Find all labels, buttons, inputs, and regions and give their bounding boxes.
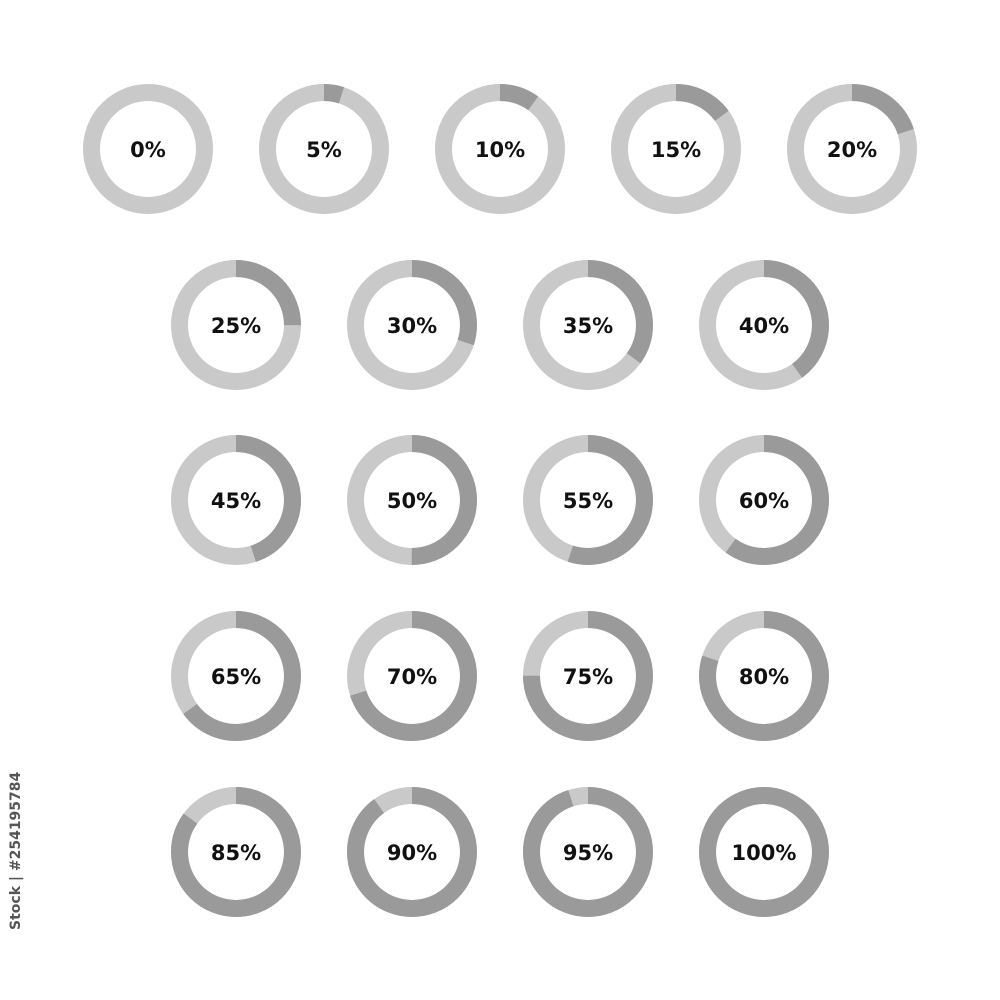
ring-progress-arc <box>259 84 389 214</box>
ring-percent-label: 80% <box>739 665 789 689</box>
progress-ring: 50% <box>347 435 477 565</box>
ring-progress-arc <box>171 260 301 390</box>
ring-progress-arc <box>523 435 653 565</box>
ring-progress-arc <box>699 260 829 390</box>
progress-ring: 35% <box>523 260 653 390</box>
progress-ring: 40% <box>699 260 829 390</box>
ring-percent-label: 65% <box>211 665 261 689</box>
progress-ring: 65% <box>171 611 301 741</box>
ring-percent-label: 5% <box>306 138 342 162</box>
ring-percent-label: 60% <box>739 489 789 513</box>
ring-progress-arc <box>523 611 653 741</box>
ring-progress-arc <box>347 611 477 741</box>
ring-progress-arc <box>523 787 653 917</box>
progress-ring: 55% <box>523 435 653 565</box>
ring-percent-label: 15% <box>651 138 701 162</box>
progress-ring: 70% <box>347 611 477 741</box>
ring-progress-arc <box>347 787 477 917</box>
ring-progress-arc <box>347 435 477 565</box>
ring-progress-arc <box>523 260 653 390</box>
progress-ring: 45% <box>171 435 301 565</box>
ring-percent-label: 0% <box>130 138 166 162</box>
ring-progress-arc <box>171 787 301 917</box>
ring-track <box>83 84 213 214</box>
ring-progress-arc <box>435 84 565 214</box>
ring-percent-label: 10% <box>475 138 525 162</box>
ring-percent-label: 25% <box>211 314 261 338</box>
ring-percent-label: 45% <box>211 489 261 513</box>
ring-percent-label: 20% <box>827 138 877 162</box>
ring-percent-label: 35% <box>563 314 613 338</box>
ring-percent-label: 70% <box>387 665 437 689</box>
ring-percent-label: 40% <box>739 314 789 338</box>
ring-progress-arc <box>787 84 917 214</box>
progress-ring: 75% <box>523 611 653 741</box>
progress-ring: 15% <box>611 84 741 214</box>
stock-id-watermark: Stock | #254195784 <box>8 771 24 930</box>
progress-ring: 0% <box>83 84 213 214</box>
ring-progress-arc <box>171 611 301 741</box>
progress-ring: 10% <box>435 84 565 214</box>
ring-percent-label: 85% <box>211 841 261 865</box>
progress-ring: 80% <box>699 611 829 741</box>
progress-ring: 95% <box>523 787 653 917</box>
ring-progress-arc <box>171 435 301 565</box>
progress-ring: 60% <box>699 435 829 565</box>
ring-progress-arc <box>347 260 477 390</box>
progress-ring: 90% <box>347 787 477 917</box>
ring-percent-label: 50% <box>387 489 437 513</box>
ring-progress-arc <box>699 787 829 917</box>
progress-ring: 85% <box>171 787 301 917</box>
progress-ring: 100% <box>699 787 829 917</box>
ring-progress-arc <box>611 84 741 214</box>
ring-percent-label: 30% <box>387 314 437 338</box>
progress-ring: 20% <box>787 84 917 214</box>
ring-progress-arc <box>699 435 829 565</box>
ring-percent-label: 75% <box>563 665 613 689</box>
progress-ring: 5% <box>259 84 389 214</box>
ring-percent-label: 95% <box>563 841 613 865</box>
ring-percent-label: 90% <box>387 841 437 865</box>
ring-progress-arc <box>699 611 829 741</box>
progress-ring: 30% <box>347 260 477 390</box>
ring-percent-label: 100% <box>732 841 797 865</box>
progress-ring: 25% <box>171 260 301 390</box>
ring-percent-label: 55% <box>563 489 613 513</box>
